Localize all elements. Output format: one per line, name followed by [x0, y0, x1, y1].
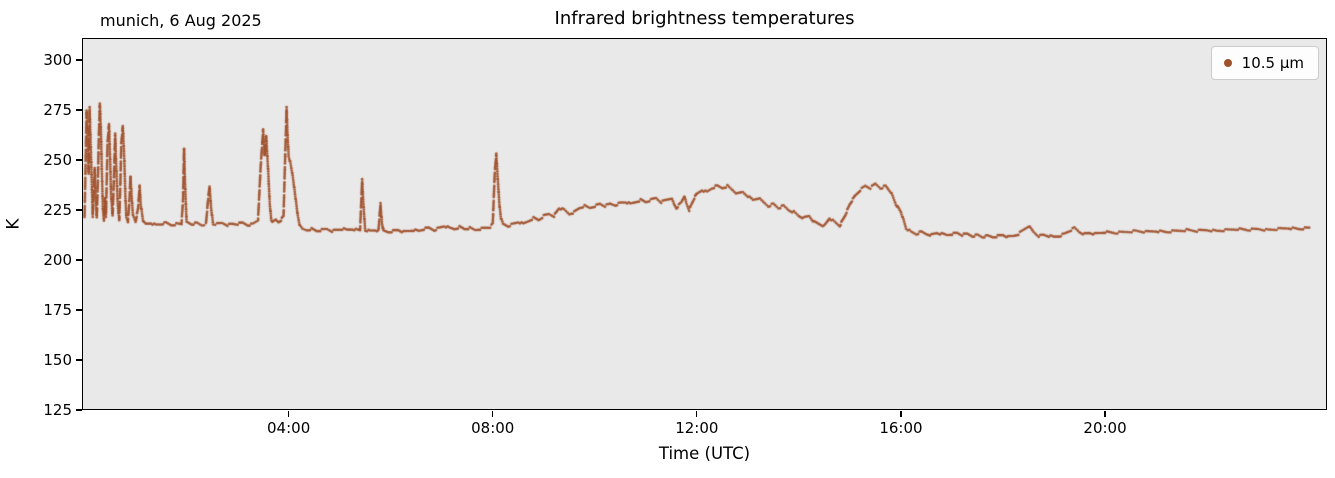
- x-tick-label: 08:00: [471, 419, 515, 437]
- y-tick-mark: [76, 59, 82, 61]
- legend: 10.5 µm: [1210, 46, 1319, 80]
- y-tick-label: 200: [43, 251, 72, 269]
- y-tick-label: 300: [43, 51, 72, 69]
- y-tick-label: 125: [43, 401, 72, 419]
- x-tick-mark: [900, 411, 902, 417]
- x-tick-mark: [1104, 411, 1106, 417]
- y-tick-mark: [76, 359, 82, 361]
- x-tick-mark: [492, 411, 494, 417]
- y-tick-label: 275: [43, 101, 72, 119]
- y-tick-label: 250: [43, 151, 72, 169]
- chart-title: Infrared brightness temperatures: [554, 8, 855, 29]
- x-tick-label: 20:00: [1083, 419, 1127, 437]
- y-tick-label: 225: [43, 201, 72, 219]
- x-tick-mark: [288, 411, 290, 417]
- legend-marker-dot: [1223, 59, 1232, 67]
- x-axis-label: Time (UTC): [658, 444, 751, 463]
- x-tick-mark: [696, 411, 698, 417]
- y-tick-label: 175: [43, 301, 72, 319]
- y-tick-mark: [76, 109, 82, 111]
- y-tick-mark: [76, 309, 82, 311]
- y-tick-mark: [76, 259, 82, 261]
- x-tick-label: 12:00: [675, 419, 719, 437]
- y-tick-mark: [76, 159, 82, 161]
- y-tick-mark: [76, 409, 82, 411]
- legend-label: 10.5 µm: [1241, 54, 1304, 72]
- y-tick-mark: [76, 209, 82, 211]
- x-tick-label: 16:00: [879, 419, 923, 437]
- y-axis-label: K: [3, 218, 24, 230]
- y-tick-label: 150: [43, 351, 72, 369]
- station-date-annotation: munich, 6 Aug 2025: [100, 11, 262, 30]
- x-tick-label: 04:00: [267, 419, 311, 437]
